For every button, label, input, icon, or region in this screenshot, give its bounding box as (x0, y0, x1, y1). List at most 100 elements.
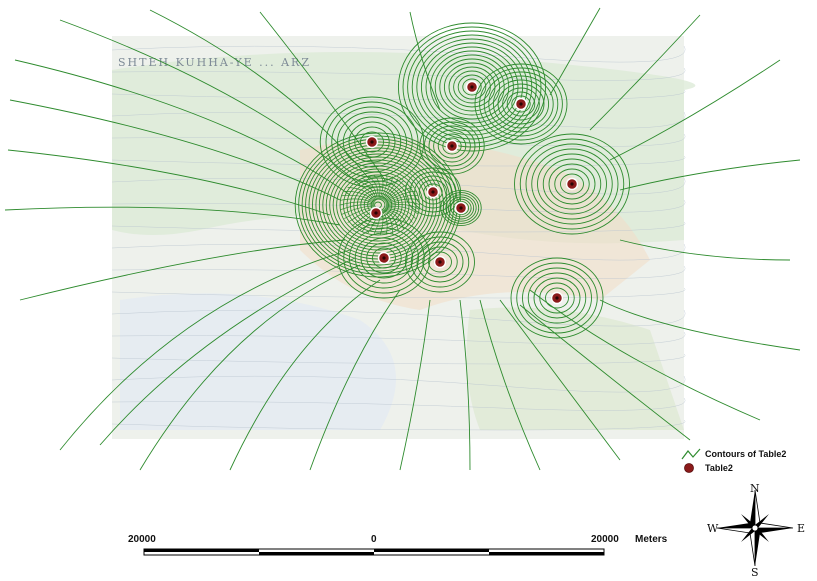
contour-line (59, 19, 361, 186)
contour-ring (428, 125, 476, 167)
contour-ring (428, 251, 452, 273)
basemap-line (111, 265, 686, 279)
contour-ring (450, 198, 472, 218)
contour-line (385, 191, 416, 203)
contour-ring (343, 174, 413, 236)
contour-line (9, 99, 341, 201)
basemap-line (111, 243, 686, 261)
contour-ring (308, 144, 448, 266)
contour-ring (519, 138, 625, 230)
contour-ring (452, 200, 470, 216)
contour-line (385, 201, 421, 206)
contour-line (383, 180, 404, 201)
contour-line (340, 198, 375, 205)
north-arrow-star-icon (716, 489, 794, 567)
table2-point-center (382, 256, 386, 260)
contour-line (479, 299, 541, 471)
contour-ring (479, 67, 563, 141)
table2-point-center (450, 144, 454, 148)
legend-points-label: Table2 (705, 463, 733, 473)
basemap-line (111, 67, 686, 81)
contour-ring (483, 71, 559, 137)
basemap-line (111, 353, 686, 365)
table2-point-center (555, 296, 559, 300)
contour-line (399, 299, 431, 471)
contour-line (385, 204, 420, 210)
legend-item-points: Table2 (681, 461, 786, 475)
contour-ring (437, 133, 467, 159)
contour-ring (318, 153, 438, 257)
contour-ring (410, 236, 470, 288)
table2-point-center (459, 206, 463, 210)
contour-line (347, 187, 376, 202)
contour-line (351, 183, 377, 201)
compass-east-label: E (797, 522, 806, 535)
basemap-line (111, 221, 686, 233)
basemap-line (111, 375, 686, 393)
table2-point-center (470, 85, 474, 89)
contour-ring (531, 148, 613, 220)
contour-ring (525, 143, 619, 225)
contour-ring (425, 46, 519, 128)
contour-ring (430, 50, 514, 124)
contour-line (380, 175, 388, 200)
contour-line (341, 194, 375, 204)
table2-point-center (519, 102, 523, 106)
contour-ring (366, 242, 402, 274)
contour-line (339, 201, 375, 206)
contour-line (549, 7, 601, 96)
contour-ring (416, 38, 528, 136)
contour-line (384, 187, 413, 202)
contour-ring (474, 63, 568, 145)
contour-ring (492, 79, 550, 129)
legend-contours-label: Contours of Table2 (705, 449, 787, 459)
contour-line (341, 206, 375, 215)
contour-ring (440, 189, 482, 227)
contour-line (381, 176, 393, 200)
contour-ring (343, 222, 425, 294)
contour-line (361, 177, 378, 200)
contour-line (340, 204, 375, 211)
contour-ring (397, 22, 547, 152)
contour-ring (527, 272, 587, 324)
basemap-line (111, 89, 686, 101)
contour-line (384, 208, 413, 223)
contour-ring (488, 75, 554, 133)
contour-line (529, 289, 761, 421)
contour-ring (439, 58, 505, 116)
contour-ring (411, 34, 533, 140)
contour-line (385, 207, 416, 219)
contour-ring (548, 163, 596, 205)
table2-points (365, 80, 579, 305)
contour-line (99, 257, 356, 446)
contour-line (4, 206, 341, 226)
scale-left-label: 20000 (128, 534, 156, 545)
contour-line (384, 183, 409, 202)
compass-south-label: S (751, 566, 759, 579)
contour-ring (372, 247, 396, 269)
contour-ring (349, 227, 419, 289)
contour-ring (522, 267, 592, 329)
contour-ring (453, 70, 491, 104)
legend: Contours of Table2 Table2 (681, 447, 786, 475)
table2-point-center (438, 260, 442, 264)
contour-line (619, 159, 801, 191)
contour-ring (514, 133, 630, 235)
contour-line (309, 289, 401, 471)
compass-west-label: W (707, 522, 719, 535)
contour-ring (560, 173, 584, 195)
basemap-line (111, 287, 686, 299)
contour-line (384, 208, 409, 227)
contour-line (382, 178, 399, 200)
contour-line (619, 239, 791, 261)
table2-point-center (431, 190, 435, 194)
basemap-line (111, 177, 686, 195)
contour-line (19, 239, 346, 301)
contour-ring (447, 196, 475, 220)
scale-bar (143, 548, 605, 556)
contour-line (229, 279, 381, 471)
contour-ring (510, 257, 604, 339)
table2-point-center (570, 182, 574, 186)
contour-line (599, 299, 801, 351)
